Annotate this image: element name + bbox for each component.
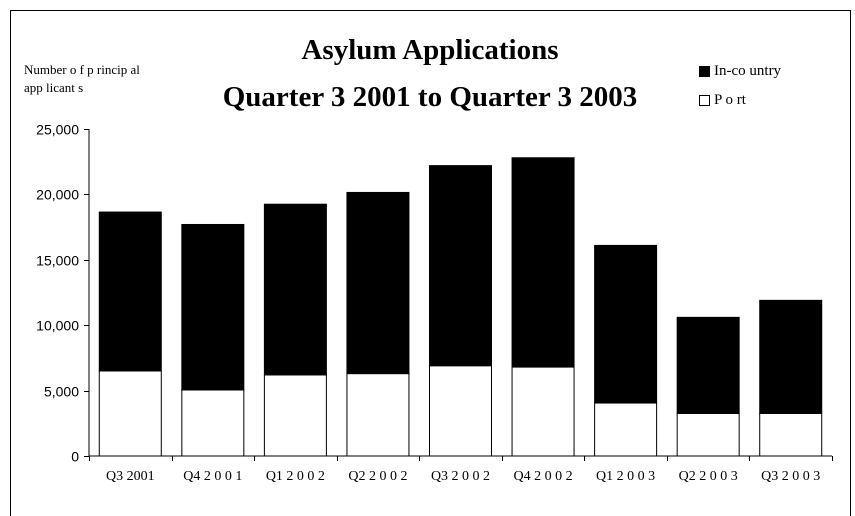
bar-port [346,373,410,457]
legend-item-port: P o rt [699,92,746,108]
bar-in-country [98,211,162,372]
chart-title-line-1: Asylum Applications [301,34,559,66]
legend-label-port: P o rt [714,91,746,108]
bar-in-country [511,157,575,368]
bar-in-country [594,244,658,404]
bar-port [429,365,492,457]
bar-port [263,374,327,457]
bar-port [676,412,740,457]
x-tick-label: Q3 2001 [106,469,155,484]
x-tick-label: Q3 2 0 0 3 [761,469,820,484]
chart-title-line-2: Quarter 3 2001 to Quarter 3 2003 [222,81,638,113]
bar-in-country [263,203,327,376]
chart-frame [10,10,851,516]
bar-port [98,370,162,457]
y-tick-label: 5,000 [44,384,79,400]
bar-in-country [759,299,823,414]
y-tick-label: 0 [71,449,79,465]
legend-item-in-country: In-co untry [699,63,781,79]
bar-port [759,412,823,457]
bar-port [594,402,658,457]
x-tick-label: Q1 2 0 0 3 [596,469,655,484]
bar-in-country [181,223,245,391]
legend-swatch-in-country [699,65,710,77]
bar-in-country [429,165,492,367]
x-tick-label: Q4 2 0 0 1 [183,469,242,484]
bar-in-country [346,191,410,375]
x-tick-label: Q4 2 0 0 2 [513,469,572,484]
bar-port [181,389,245,457]
bar-port [511,366,575,457]
y-tick-label: 10,000 [36,318,79,334]
x-tick-label: Q2 2 0 0 2 [348,469,407,484]
y-axis-label-line-2: app licant s [24,80,84,95]
legend-label-in-country: In-co untry [714,62,782,79]
y-tick-label: 25,000 [36,122,79,138]
x-tick-label: Q2 2 0 0 3 [679,469,738,484]
legend-swatch-port [699,94,710,106]
x-tick-label: Q1 2 0 0 2 [266,469,325,484]
x-tick-label: Q3 2 0 0 2 [431,469,490,484]
bar-in-country [676,316,740,414]
y-tick-label: 20,000 [36,187,79,203]
y-tick-label: 15,000 [36,253,79,269]
y-axis-label-line-1: Number o f p rincip al [24,62,140,77]
